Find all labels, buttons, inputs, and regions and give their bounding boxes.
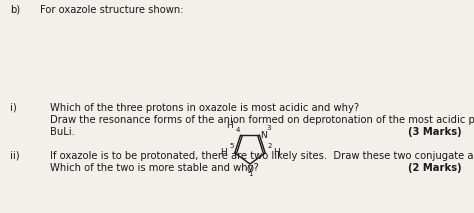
Text: If oxazole is to be protonated, there are two likely sites.  Draw these two conj: If oxazole is to be protonated, there ar… <box>50 151 474 161</box>
Text: 4: 4 <box>235 127 239 133</box>
Text: Which of the two is more stable and why?: Which of the two is more stable and why? <box>50 163 259 173</box>
Text: O: O <box>246 165 254 174</box>
Text: 5: 5 <box>229 143 234 149</box>
Text: 1: 1 <box>248 171 252 177</box>
Text: 2: 2 <box>267 143 272 149</box>
Text: 3: 3 <box>266 125 271 131</box>
Text: ii): ii) <box>10 151 19 161</box>
Text: H: H <box>226 121 233 130</box>
Text: b): b) <box>10 5 20 15</box>
Text: BuLi.: BuLi. <box>50 127 75 137</box>
Text: H: H <box>220 148 227 157</box>
Text: i): i) <box>10 103 17 113</box>
Text: H: H <box>273 148 280 157</box>
Text: Draw the resonance forms of the anion formed on deprotonation of the most acidic: Draw the resonance forms of the anion fo… <box>50 115 474 125</box>
Text: Which of the three protons in oxazole is most acidic and why?: Which of the three protons in oxazole is… <box>50 103 359 113</box>
Text: (3 Marks): (3 Marks) <box>409 127 462 137</box>
Text: (2 Marks): (2 Marks) <box>409 163 462 173</box>
Text: For oxazole structure shown:: For oxazole structure shown: <box>40 5 183 15</box>
Text: N: N <box>260 131 267 140</box>
